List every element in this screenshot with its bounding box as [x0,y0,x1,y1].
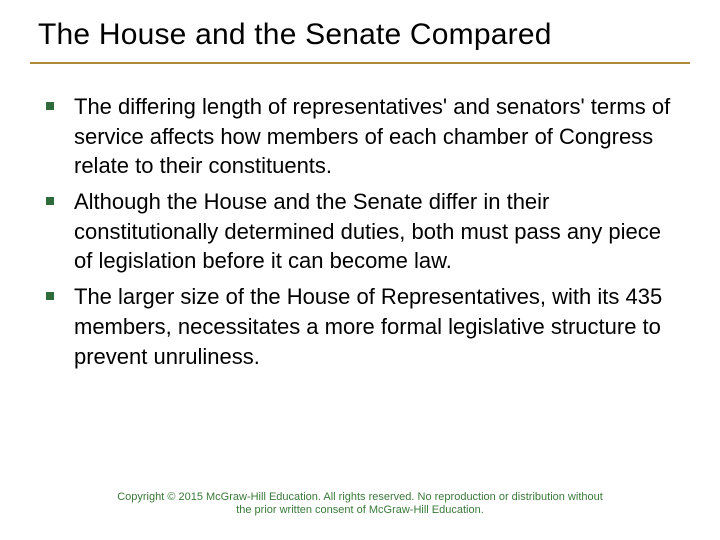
slide-title: The House and the Senate Compared [30,18,690,52]
list-item: Although the House and the Senate differ… [46,187,684,276]
bullet-text: The differing length of representatives'… [74,92,684,181]
square-bullet-icon [46,292,54,300]
title-underline: The House and the Senate Compared [30,18,690,64]
square-bullet-icon [46,197,54,205]
list-item: The larger size of the House of Represen… [46,282,684,371]
slide-body: The differing length of representatives'… [30,92,690,491]
bullet-text: The larger size of the House of Represen… [74,282,684,371]
square-bullet-icon [46,102,54,110]
bullet-text: Although the House and the Senate differ… [74,187,684,276]
slide-container: The House and the Senate Compared The di… [0,0,720,540]
copyright-footer: Copyright © 2015 McGraw-Hill Education. … [30,491,690,540]
list-item: The differing length of representatives'… [46,92,684,181]
